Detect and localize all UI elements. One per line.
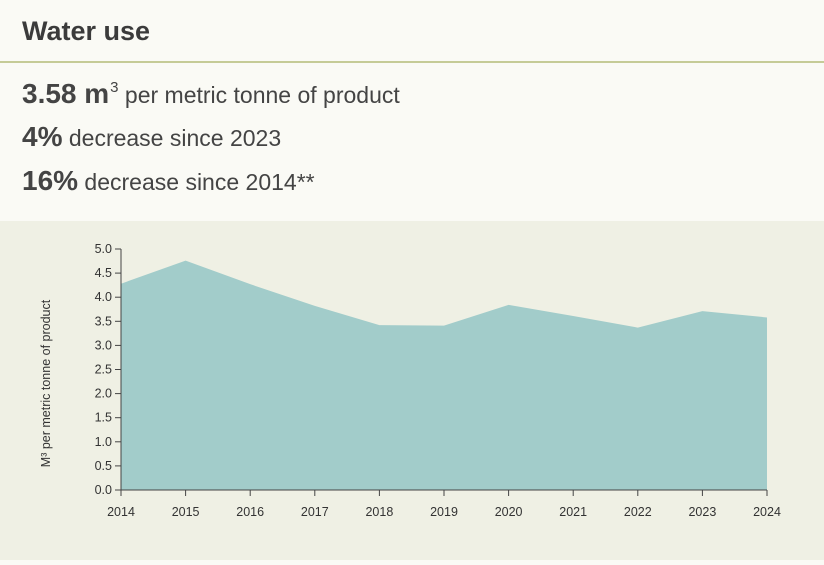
x-tick-label-2018: 2018 [365, 505, 393, 519]
x-tick-label-2015: 2015 [172, 505, 200, 519]
y-tick-label-1.5: 1.5 [95, 411, 112, 425]
y-tick-label-4.5: 4.5 [95, 266, 112, 280]
chart-panel: 0.0 0.5 1.0 1.5 2.0 2.5 3.0 3.5 4.0 4.5 5.0 2014 201… [0, 221, 824, 560]
x-tick-label-2021: 2021 [559, 505, 587, 519]
stat-decrease-2023-value: 4% [22, 121, 63, 152]
stat-decrease-2014-value: 16% [22, 165, 79, 196]
header-bar: Water use [0, 0, 824, 63]
y-tick-label-2.0: 2.0 [95, 387, 112, 401]
water-use-chart: 0.0 0.5 1.0 1.5 2.0 2.5 3.0 3.5 4.0 4.5 5.0 2014 201… [39, 242, 781, 519]
stat-decrease-2023-text: decrease since 2023 [62, 125, 282, 151]
y-tick-label-3.5: 3.5 [95, 314, 112, 328]
y-tick-label-3.0: 3.0 [95, 338, 112, 352]
y-tick-label-1.0: 1.0 [95, 435, 112, 449]
x-tick-label-2014: 2014 [107, 505, 135, 519]
stat-decrease-2023: 4% decrease since 2023 [22, 121, 281, 153]
page-title: Water use [22, 16, 151, 46]
x-tick-label-2020: 2020 [495, 505, 523, 519]
y-tick-label-0.5: 0.5 [95, 459, 112, 473]
stat-intensity-text: per metric tonne of product [118, 82, 400, 108]
x-tick-label-2023: 2023 [688, 505, 716, 519]
stat-intensity-exponent: 3 [110, 79, 119, 96]
x-tick-label-2022: 2022 [624, 505, 652, 519]
stat-decrease-2014-text: decrease since 2014** [78, 169, 315, 195]
y-tick-label-2.5: 2.5 [95, 363, 112, 377]
y-axis-label: M³ per metric tonne of product [39, 299, 53, 467]
area-series [121, 260, 767, 490]
x-tick-label-2017: 2017 [301, 505, 329, 519]
stat-intensity: 3.58 m3 per metric tonne of product [22, 78, 400, 110]
x-tick-label-2016: 2016 [236, 505, 264, 519]
y-tick-label-5.0: 5.0 [95, 242, 112, 256]
stat-decrease-2014: 16% decrease since 2014** [22, 165, 315, 197]
y-tick-label-0.0: 0.0 [95, 483, 112, 497]
x-tick-label-2024: 2024 [753, 505, 781, 519]
y-tick-label-4.0: 4.0 [95, 290, 112, 304]
x-tick-label-2019: 2019 [430, 505, 458, 519]
stat-intensity-value: 3.58 m [22, 78, 110, 109]
